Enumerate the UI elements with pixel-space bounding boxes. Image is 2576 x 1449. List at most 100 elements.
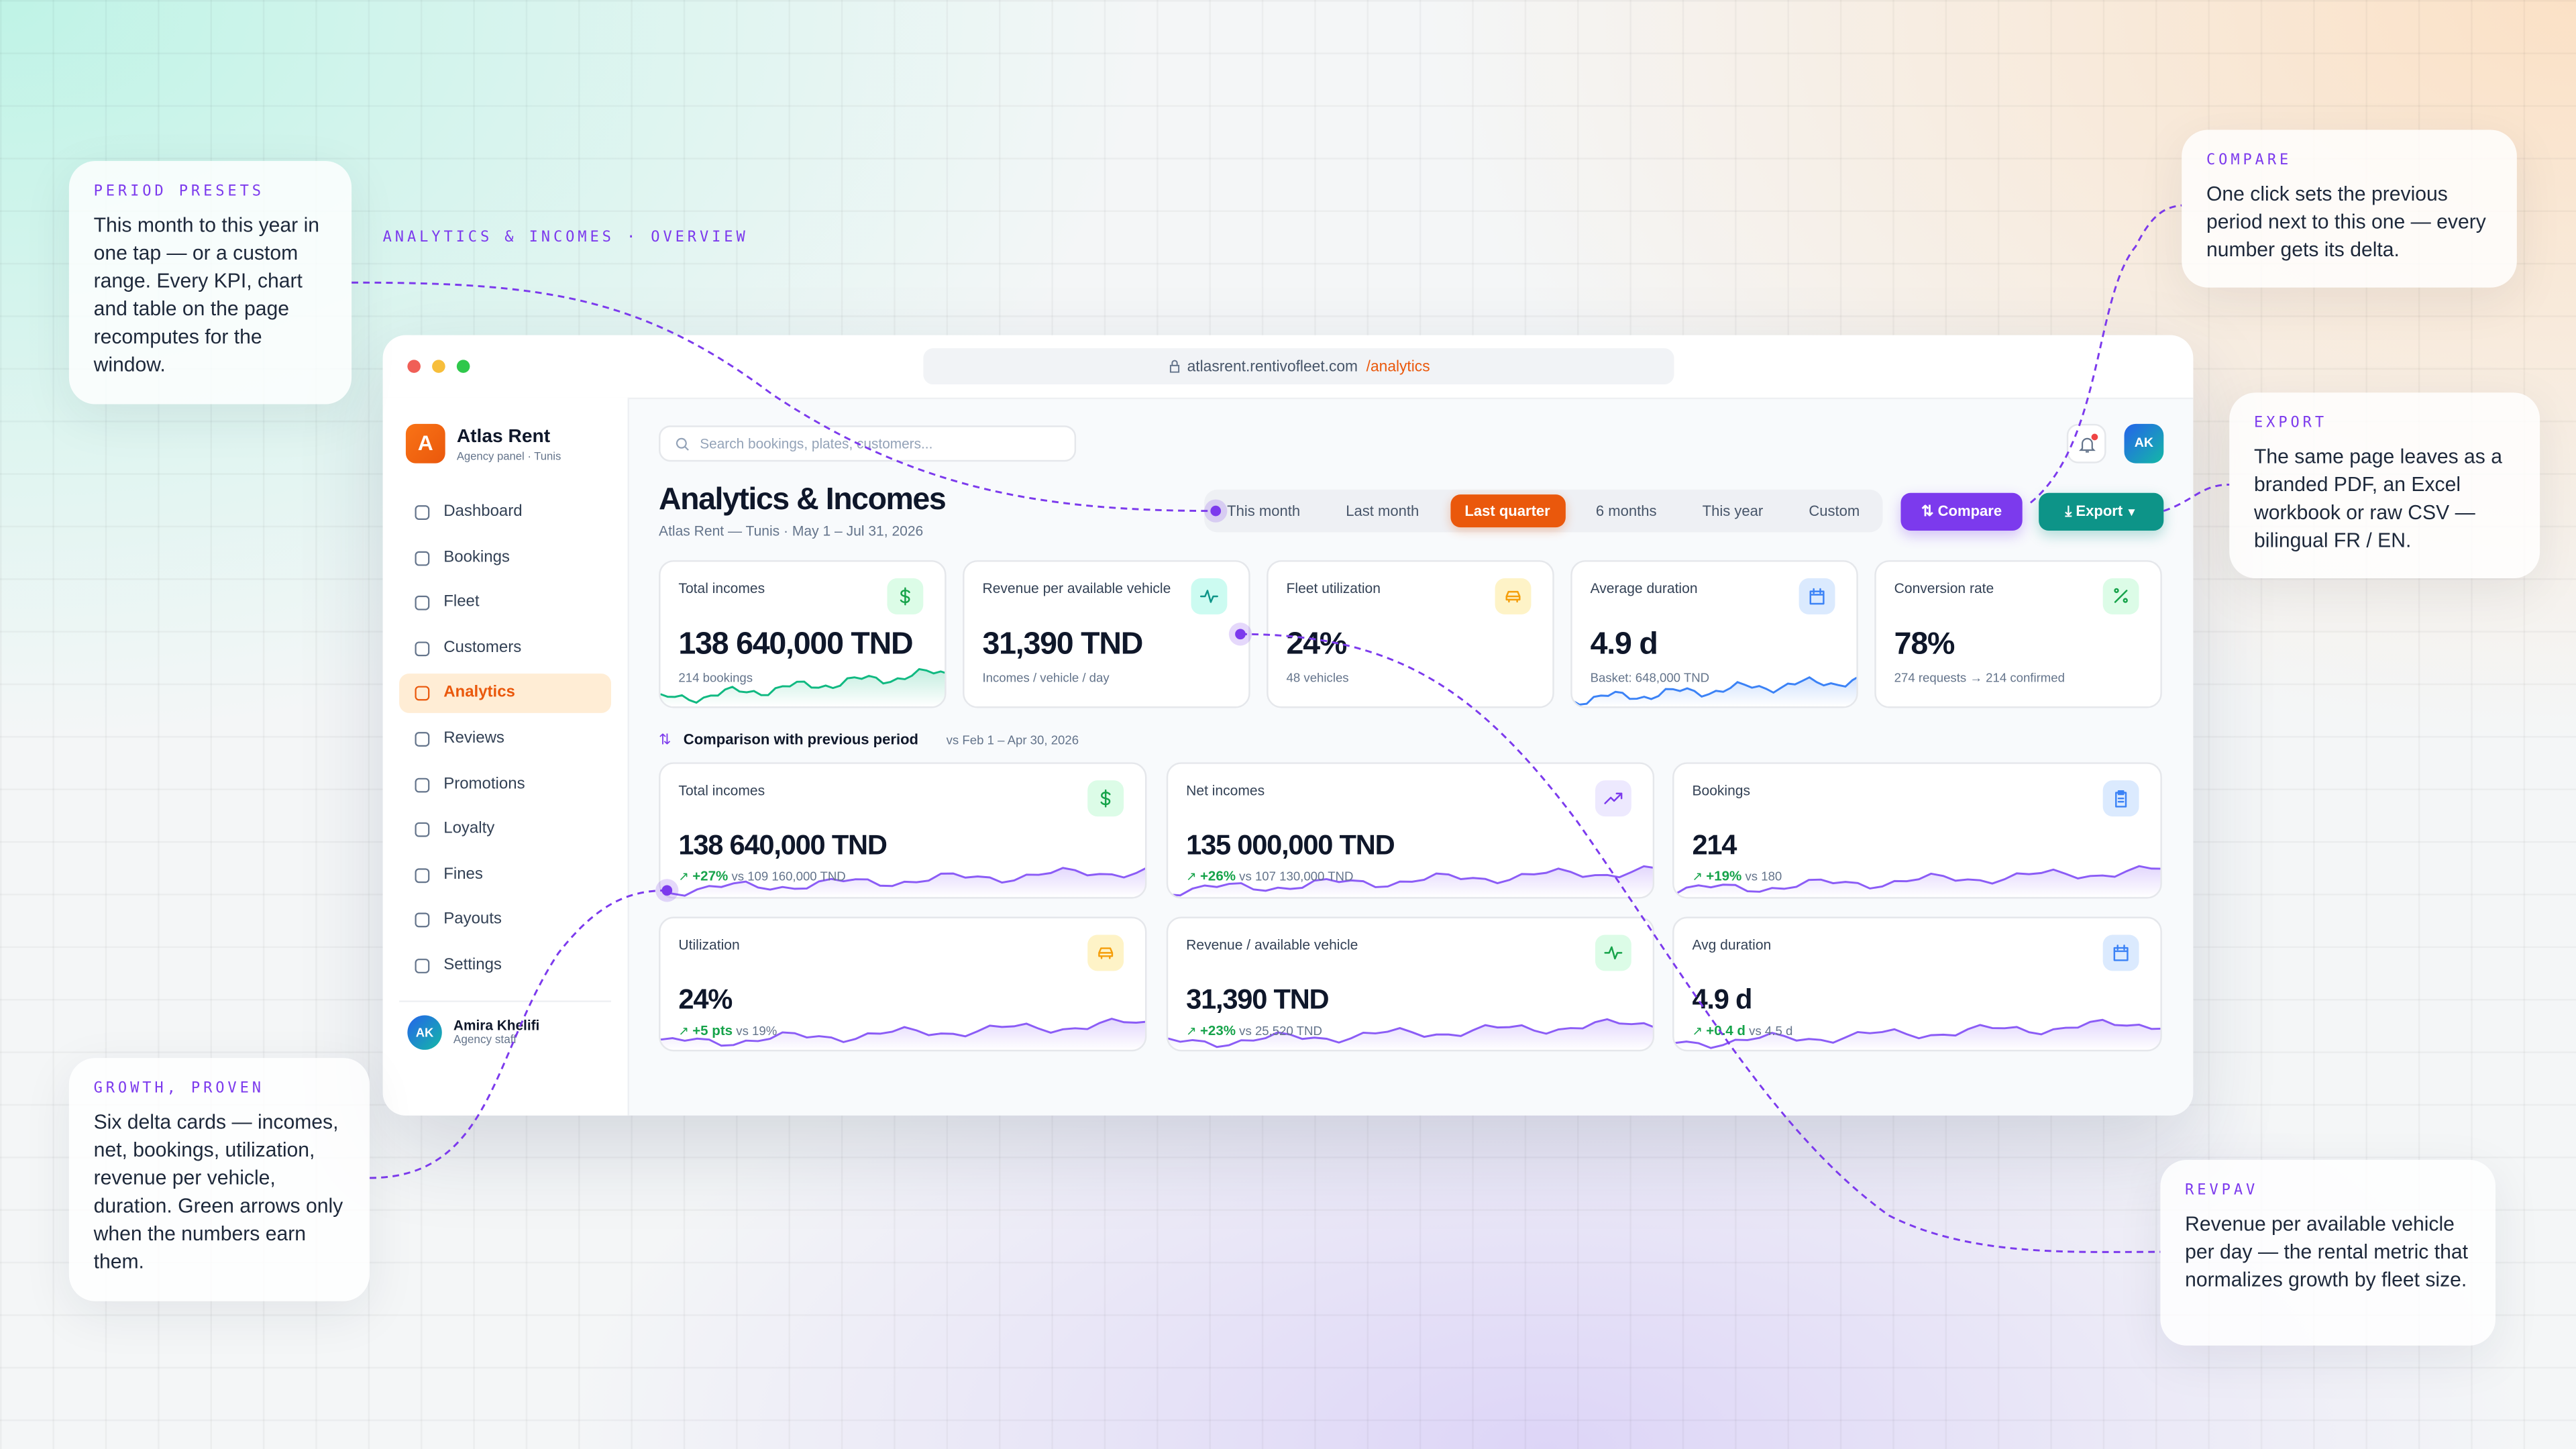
icon-path — [1604, 946, 1623, 960]
overview-label: ANALYTICS & INCOMES · OVERVIEW — [382, 229, 749, 247]
nav-item[interactable]: Fleet — [399, 584, 611, 623]
nav-item[interactable]: Loyalty — [399, 810, 611, 850]
nav-icon — [415, 822, 430, 838]
delta-previous: vs 180 — [1745, 869, 1782, 884]
tagline: Agency panel · Tunis — [456, 451, 561, 464]
callout-text: One click sets the previous period next … — [2206, 182, 2486, 262]
icon — [1098, 947, 1114, 959]
icon-path — [900, 587, 910, 606]
nav-item[interactable]: Dashboard — [399, 493, 611, 533]
nav-icon — [415, 777, 430, 792]
icon — [2115, 790, 2127, 808]
delta-line: ↗ +23% vs 25,520 TND — [1186, 1022, 1322, 1038]
callout-label: EXPORT — [2254, 415, 2328, 433]
compare-button[interactable]: ⇅ Compare — [1900, 492, 2023, 531]
period-option[interactable]: Last quarter — [1450, 494, 1565, 528]
bell-path — [2078, 437, 2096, 453]
user-avatar[interactable]: AK — [407, 1015, 442, 1050]
notifications-button[interactable] — [2066, 423, 2106, 464]
delta-arrow: ↗ — [1186, 869, 1200, 884]
nav-item[interactable]: Payouts — [399, 901, 611, 941]
nav-label: Bookings — [443, 547, 510, 566]
delta-label: Net incomes — [1186, 782, 1265, 799]
notification-dot — [2091, 433, 2098, 441]
delta-line: ↗ +5 pts vs 19% — [678, 1022, 777, 1038]
url-bar[interactable]: atlasrent.rentivofleet.com /analytics — [923, 348, 1674, 385]
nav-item[interactable]: Reviews — [399, 720, 611, 759]
nav-item[interactable]: Settings — [399, 947, 611, 986]
connector — [352, 281, 1216, 513]
connector — [2163, 483, 2230, 513]
callout: GROWTH, PROVEN Six delta cards — incomes,… — [68, 1058, 370, 1301]
nav-item[interactable]: Analytics — [399, 674, 612, 714]
period-option[interactable]: Custom — [1809, 502, 1860, 519]
delta-change: +26% — [1199, 867, 1236, 884]
sidebar: A Atlas Rent Agency panel · Tunis AK Ami… — [382, 397, 629, 1116]
kpi-card: Total incomes 138 640,000 TND 214 bookings — [659, 560, 947, 708]
page-title: Analytics & Incomes — [659, 483, 947, 518]
kpi-card: Revenue per available vehicle 31,390 TND I… — [963, 560, 1250, 708]
delta-change: +27% — [692, 867, 729, 884]
search-box[interactable]: Search bookings, plates, customers... — [659, 425, 1077, 462]
delta-change: +19% — [1706, 867, 1742, 884]
url-path: /analytics — [1366, 358, 1430, 375]
anchor-dot — [1235, 629, 1246, 640]
icon — [1809, 588, 1825, 605]
delta-line: ↗ +19% vs 180 — [1692, 867, 1782, 883]
header-avatar[interactable]: AK — [2124, 423, 2164, 464]
period-option[interactable]: 6 months — [1595, 502, 1657, 519]
icon-path — [1604, 792, 1623, 804]
card-icon — [2102, 578, 2139, 614]
nav-icon — [415, 732, 430, 747]
sparkline — [660, 1018, 1145, 1050]
export-label: Export — [2076, 502, 2123, 519]
sparkline — [1674, 1018, 2161, 1050]
user-name: Amira Khelifi — [453, 1016, 540, 1034]
kpi-label: Average duration — [1590, 580, 1698, 596]
icon-path — [2113, 945, 2129, 961]
nav-label: Promotions — [443, 774, 525, 793]
period-option[interactable]: This month — [1227, 502, 1301, 519]
sparkline-line — [660, 1018, 1145, 1047]
kpi-sub: Incomes / vehicle / day — [982, 670, 1110, 686]
nav-label: Payouts — [443, 910, 502, 929]
kpi-value: 4.9 d — [1590, 627, 1658, 662]
user-role: Agency staff — [453, 1034, 517, 1047]
window-dot — [456, 360, 470, 373]
sparkline-area — [660, 1018, 1145, 1050]
nav-item[interactable]: Customers — [399, 629, 611, 668]
icon-path — [1505, 590, 1521, 603]
period-option[interactable]: This year — [1702, 502, 1764, 519]
icon-path — [1199, 590, 1218, 603]
nav-icon-shape — [415, 867, 430, 883]
nav-icon — [415, 641, 430, 656]
export-button[interactable]: ⤓ Export ▼ — [2039, 492, 2164, 531]
sparkline-line — [1674, 865, 2161, 896]
search-placeholder: Search bookings, plates, customers... — [700, 435, 933, 452]
nav-icon-shape — [415, 686, 430, 702]
period-option[interactable]: Last month — [1346, 502, 1419, 519]
delta-previous: vs 4.5 d — [1749, 1023, 1793, 1038]
delta-value: 214 — [1692, 829, 1737, 861]
callout: PERIOD PRESETS This month to this year in… — [68, 161, 352, 405]
compare-icon: ⇅ — [1921, 502, 1938, 519]
callout-text: Revenue per available vehicle per day — … — [2185, 1212, 2468, 1291]
compare-label: Compare — [1937, 502, 2002, 519]
delta-arrow: ↗ — [678, 869, 693, 884]
delta-label: Bookings — [1692, 782, 1751, 799]
kpi-value: 24% — [1286, 627, 1348, 662]
icon — [900, 587, 910, 606]
lock-path — [1169, 360, 1179, 373]
delta-card: Net incomes 135 000,000 TND ↗ +26% vs 107 … — [1166, 762, 1655, 899]
delta-previous: vs 109 160,000 TND — [731, 869, 846, 884]
nav-item[interactable]: Fines — [399, 855, 611, 895]
delta-card: Bookings 214 ↗ +19% vs 180 — [1672, 762, 2162, 899]
icon — [1604, 792, 1623, 804]
sparkline-area — [1168, 1019, 1653, 1050]
nav-item[interactable]: Bookings — [399, 538, 611, 578]
icon-path — [2114, 588, 2128, 603]
nav-item[interactable]: Promotions — [399, 765, 611, 804]
icon-path — [1100, 789, 1111, 808]
